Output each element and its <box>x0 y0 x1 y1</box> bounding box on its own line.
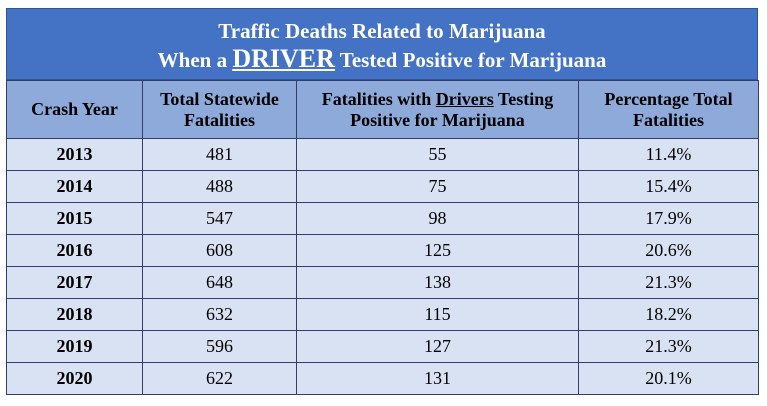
table-row: 2018 632 115 18.2% <box>6 298 759 331</box>
cell-percent: 18.2% <box>578 298 759 331</box>
cell-drivers: 138 <box>296 266 579 299</box>
header-driver-prefix: Fatalities with <box>321 88 436 109</box>
title-line-2-prefix: When a <box>157 48 233 72</box>
cell-total: 622 <box>142 362 297 395</box>
title-line-2: When a DRIVER Tested Positive for Mariju… <box>7 45 757 74</box>
cell-total: 648 <box>142 266 297 299</box>
table-row: 2014 488 75 15.4% <box>6 170 759 203</box>
table-row: 2013 481 55 11.4% <box>6 138 759 171</box>
header-total-fatalities: Total Statewide Fatalities <box>142 80 297 139</box>
table-title: Traffic Deaths Related to Marijuana When… <box>6 8 758 80</box>
cell-percent: 21.3% <box>578 266 759 299</box>
cell-year: 2016 <box>6 234 143 267</box>
cell-total: 596 <box>142 330 297 363</box>
header-percentage: Percentage Total Fatalities <box>578 80 759 139</box>
cell-drivers: 98 <box>296 202 579 235</box>
cell-year: 2020 <box>6 362 143 395</box>
cell-percent: 11.4% <box>578 138 759 171</box>
header-driver-emphasis: Drivers <box>435 88 494 109</box>
cell-drivers: 131 <box>296 362 579 395</box>
cell-total: 608 <box>142 234 297 267</box>
table-header: Crash Year Total Statewide Fatalities Fa… <box>6 80 759 139</box>
cell-drivers: 75 <box>296 170 579 203</box>
title-line-1: Traffic Deaths Related to Marijuana <box>218 19 546 43</box>
cell-year: 2014 <box>6 170 143 203</box>
cell-percent: 20.6% <box>578 234 759 267</box>
table-row: 2016 608 125 20.6% <box>6 234 759 267</box>
cell-total: 488 <box>142 170 297 203</box>
title-emphasis-driver: DRIVER <box>232 44 335 73</box>
cell-percent: 15.4% <box>578 170 759 203</box>
header-driver-suffix: Testing Positive for Marijuana <box>350 88 554 130</box>
header-crash-year: Crash Year <box>6 80 143 139</box>
cell-year: 2019 <box>6 330 143 363</box>
fatalities-table-container: Traffic Deaths Related to Marijuana When… <box>6 8 759 395</box>
cell-total: 632 <box>142 298 297 331</box>
header-row: Crash Year Total Statewide Fatalities Fa… <box>6 80 759 139</box>
cell-year: 2015 <box>6 202 143 235</box>
table-row: 2015 547 98 17.9% <box>6 202 759 235</box>
cell-percent: 17.9% <box>578 202 759 235</box>
cell-drivers: 55 <box>296 138 579 171</box>
cell-year: 2017 <box>6 266 143 299</box>
table-row: 2019 596 127 21.3% <box>6 330 759 363</box>
table-body: 2013 481 55 11.4% 2014 488 75 15.4% 2015… <box>6 138 759 395</box>
cell-drivers: 127 <box>296 330 579 363</box>
cell-percent: 21.3% <box>578 330 759 363</box>
cell-year: 2013 <box>6 138 143 171</box>
cell-drivers: 115 <box>296 298 579 331</box>
table-row: 2020 622 131 20.1% <box>6 362 759 395</box>
table-row: 2017 648 138 21.3% <box>6 266 759 299</box>
header-driver-fatalities: Fatalities with Drivers Testing Positive… <box>296 80 579 139</box>
title-line-2-suffix: Tested Positive for Marijuana <box>334 48 607 72</box>
fatalities-table: Crash Year Total Statewide Fatalities Fa… <box>6 80 759 395</box>
cell-drivers: 125 <box>296 234 579 267</box>
cell-total: 481 <box>142 138 297 171</box>
cell-percent: 20.1% <box>578 362 759 395</box>
cell-year: 2018 <box>6 298 143 331</box>
cell-total: 547 <box>142 202 297 235</box>
